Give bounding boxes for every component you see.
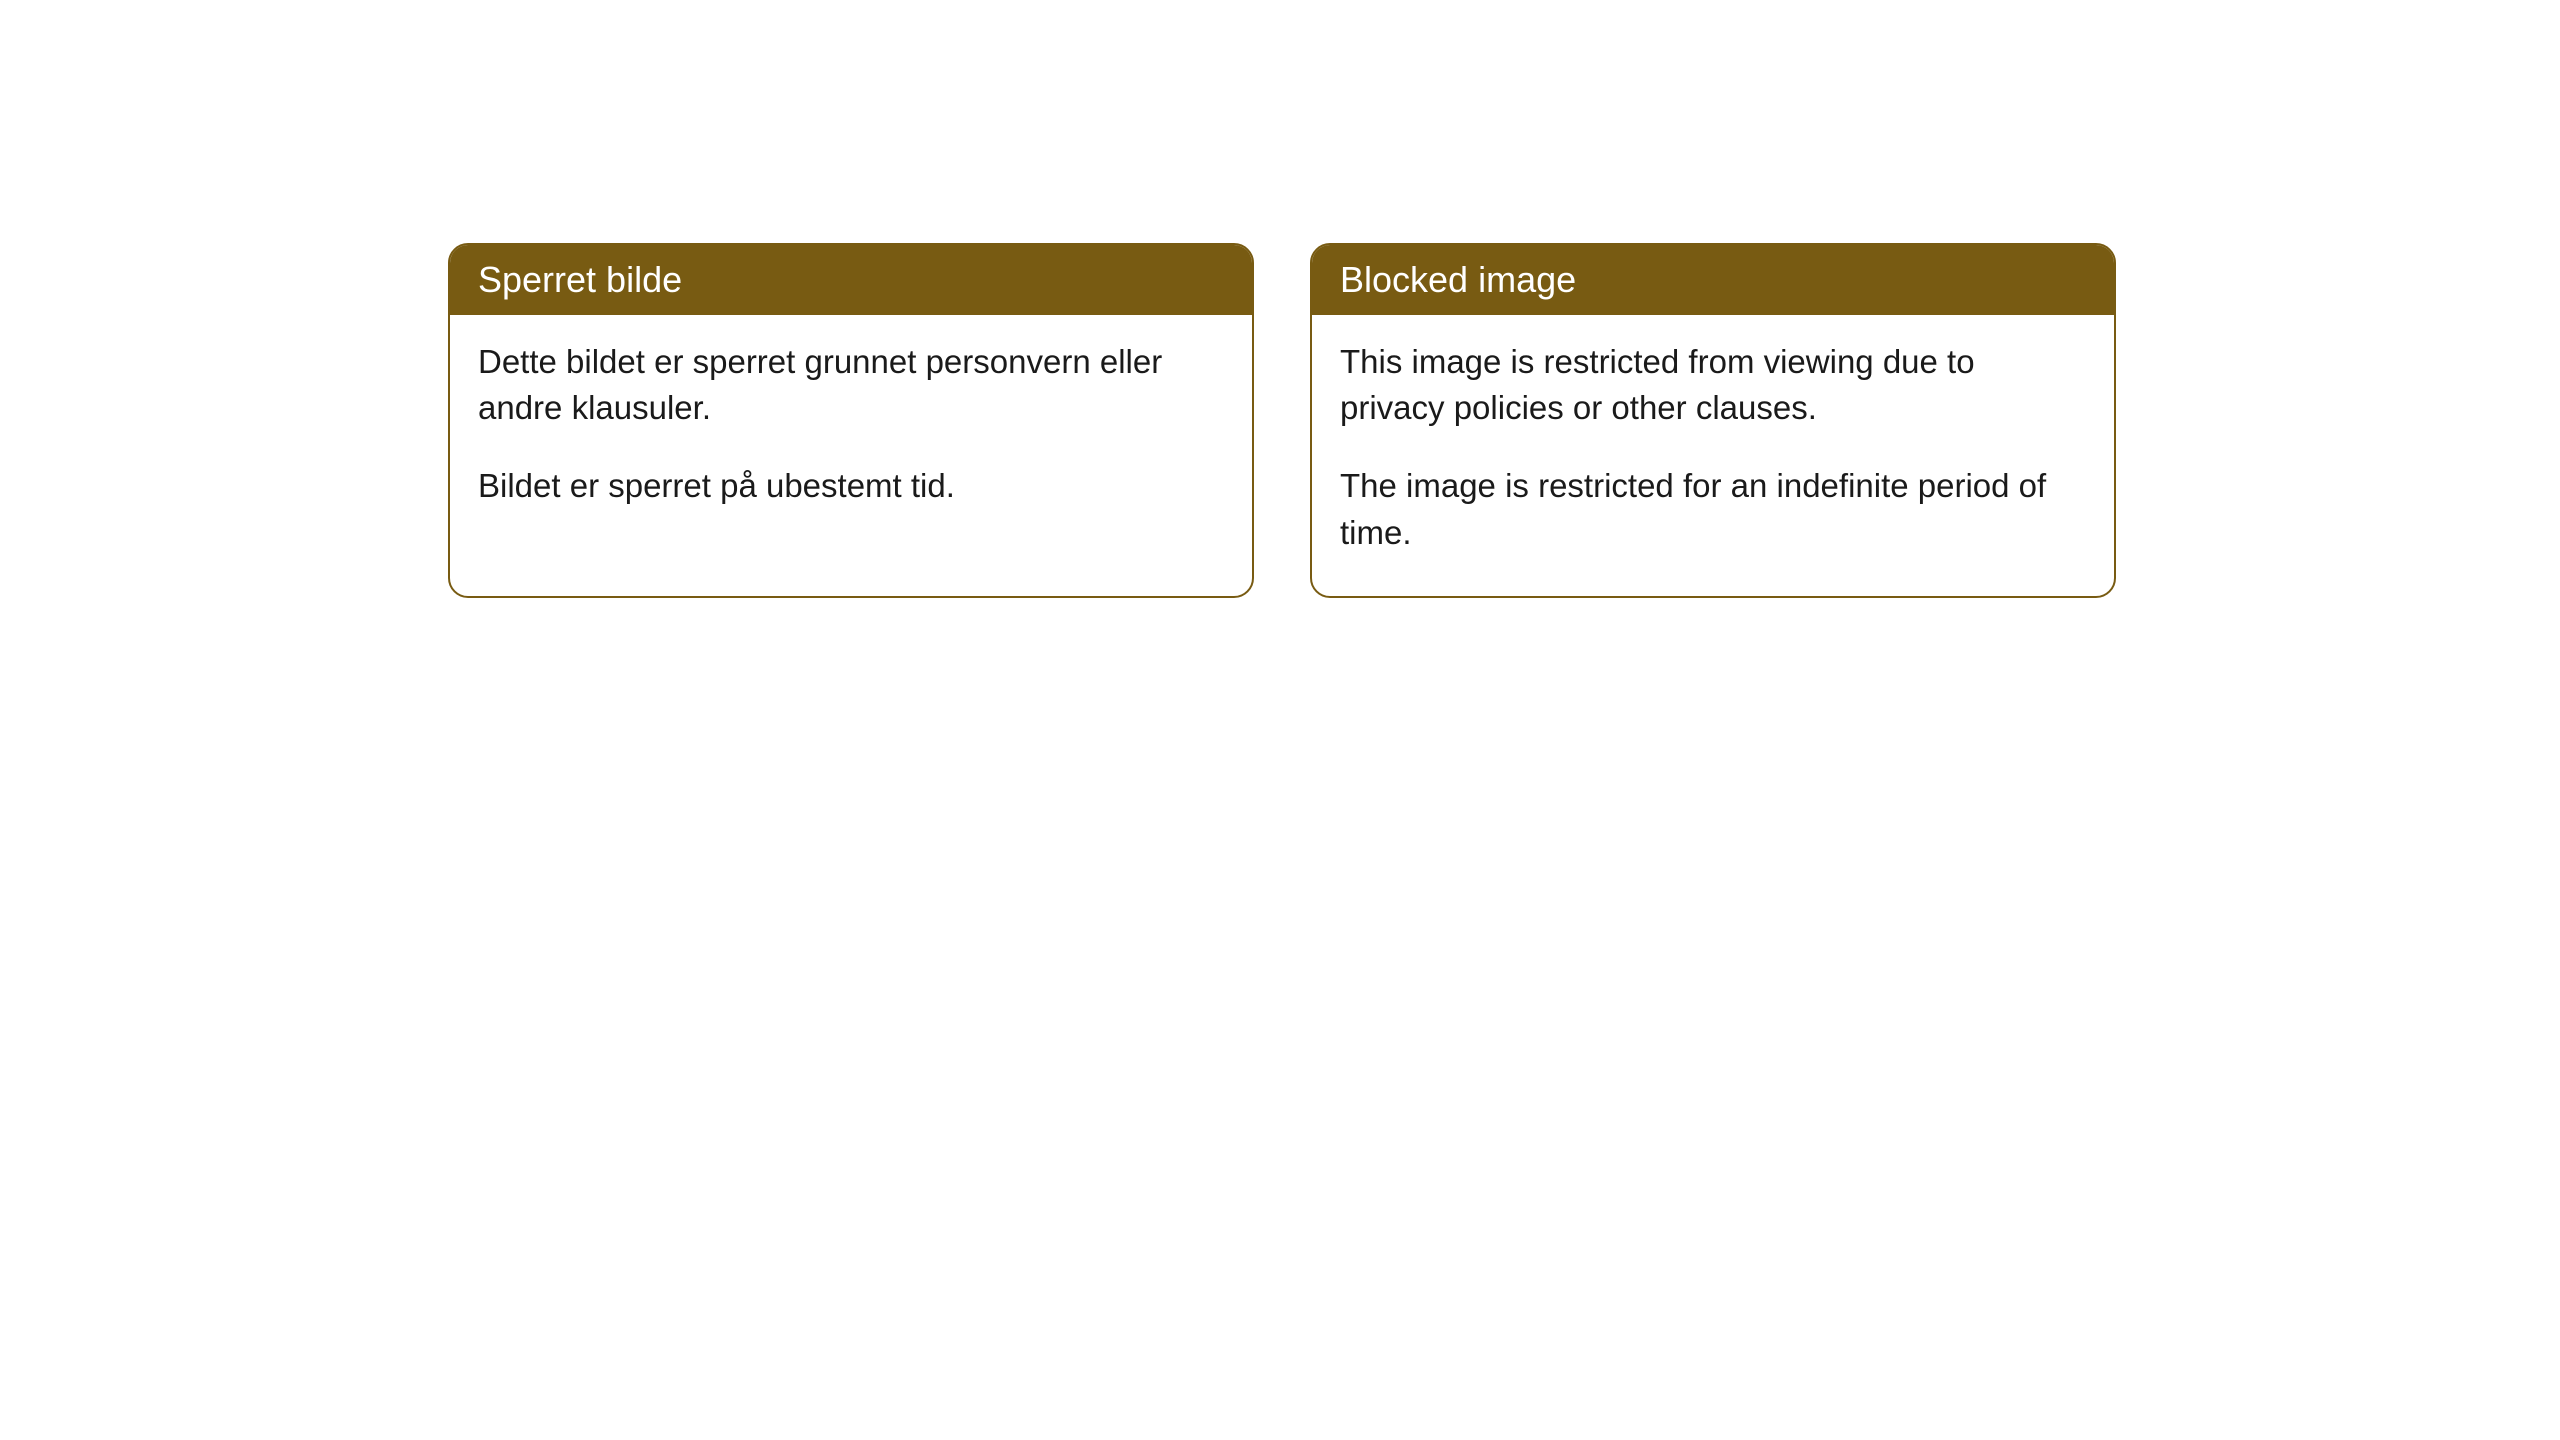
blocked-image-card-english: Blocked image This image is restricted f… — [1310, 243, 2116, 598]
card-header: Blocked image — [1312, 245, 2114, 315]
card-paragraph-2: Bildet er sperret på ubestemt tid. — [478, 463, 1224, 509]
card-title: Blocked image — [1340, 259, 1576, 300]
card-body: Dette bildet er sperret grunnet personve… — [450, 315, 1252, 550]
card-paragraph-1: This image is restricted from viewing du… — [1340, 339, 2086, 431]
cards-container: Sperret bilde Dette bildet er sperret gr… — [448, 243, 2116, 598]
card-paragraph-1: Dette bildet er sperret grunnet personve… — [478, 339, 1224, 431]
card-body: This image is restricted from viewing du… — [1312, 315, 2114, 596]
blocked-image-card-norwegian: Sperret bilde Dette bildet er sperret gr… — [448, 243, 1254, 598]
card-header: Sperret bilde — [450, 245, 1252, 315]
card-paragraph-2: The image is restricted for an indefinit… — [1340, 463, 2086, 555]
card-title: Sperret bilde — [478, 259, 682, 300]
